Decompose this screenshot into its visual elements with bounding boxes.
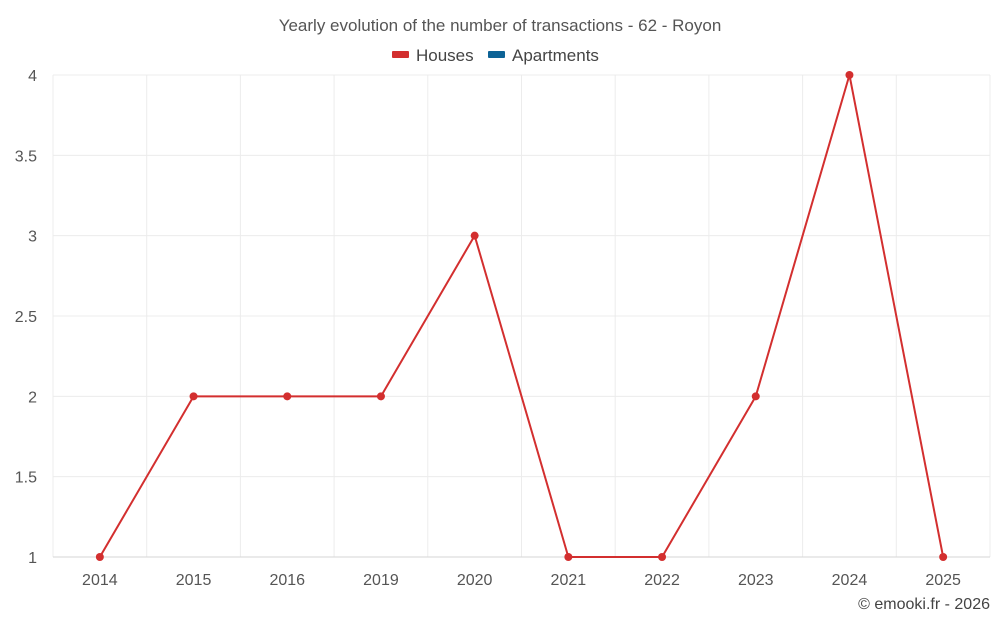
data-point-houses[interactable] xyxy=(939,553,948,561)
y-tick-label: 4 xyxy=(28,68,37,85)
x-tick-label: 2020 xyxy=(457,572,493,589)
x-tick-label: 2025 xyxy=(925,572,961,589)
x-tick-label: 2014 xyxy=(82,572,118,589)
legend-label-apartments: Apartments xyxy=(512,46,599,65)
data-point-houses[interactable] xyxy=(283,392,292,401)
data-point-houses[interactable] xyxy=(845,71,854,79)
credit-text: © emooki.fr - 2026 xyxy=(858,596,990,613)
y-tick-label: 1 xyxy=(28,550,37,567)
legend-label-houses: Houses xyxy=(416,46,474,65)
y-tick-label: 3 xyxy=(28,229,37,246)
data-point-houses[interactable] xyxy=(470,231,479,240)
data-point-houses[interactable] xyxy=(189,392,198,401)
data-point-houses[interactable] xyxy=(95,553,104,561)
x-tick-label: 2022 xyxy=(644,572,680,589)
y-tick-label: 2 xyxy=(28,389,37,406)
legend-swatch-houses xyxy=(392,51,409,58)
x-tick-label: 2015 xyxy=(176,572,212,589)
data-point-houses[interactable] xyxy=(751,392,760,401)
series-line-houses xyxy=(98,74,945,558)
legend: Houses Apartments xyxy=(392,46,599,65)
series-layer xyxy=(95,71,948,561)
x-tick-label: 2021 xyxy=(551,572,587,589)
y-tick-label: 1.5 xyxy=(15,470,37,487)
x-tick-label: 2019 xyxy=(363,572,399,589)
x-tick-label: 2024 xyxy=(832,572,868,589)
data-point-houses[interactable] xyxy=(658,553,667,561)
data-point-houses[interactable] xyxy=(376,392,385,401)
x-tick-label: 2016 xyxy=(269,572,305,589)
legend-item-apartments[interactable]: Apartments xyxy=(488,46,599,65)
data-point-houses[interactable] xyxy=(564,553,573,561)
grid xyxy=(52,74,991,558)
chart-title: Yearly evolution of the number of transa… xyxy=(279,16,722,35)
axes: 1 1.5 2 2.5 3 3.5 4 2014 2015 2016 2019 2020 2021 202… xyxy=(15,68,990,589)
legend-item-houses[interactable]: Houses xyxy=(392,46,474,65)
y-tick-label: 2.5 xyxy=(15,309,37,326)
legend-swatch-apartments xyxy=(488,51,505,58)
x-tick-label: 2023 xyxy=(738,572,774,589)
y-tick-label: 3.5 xyxy=(15,148,37,165)
